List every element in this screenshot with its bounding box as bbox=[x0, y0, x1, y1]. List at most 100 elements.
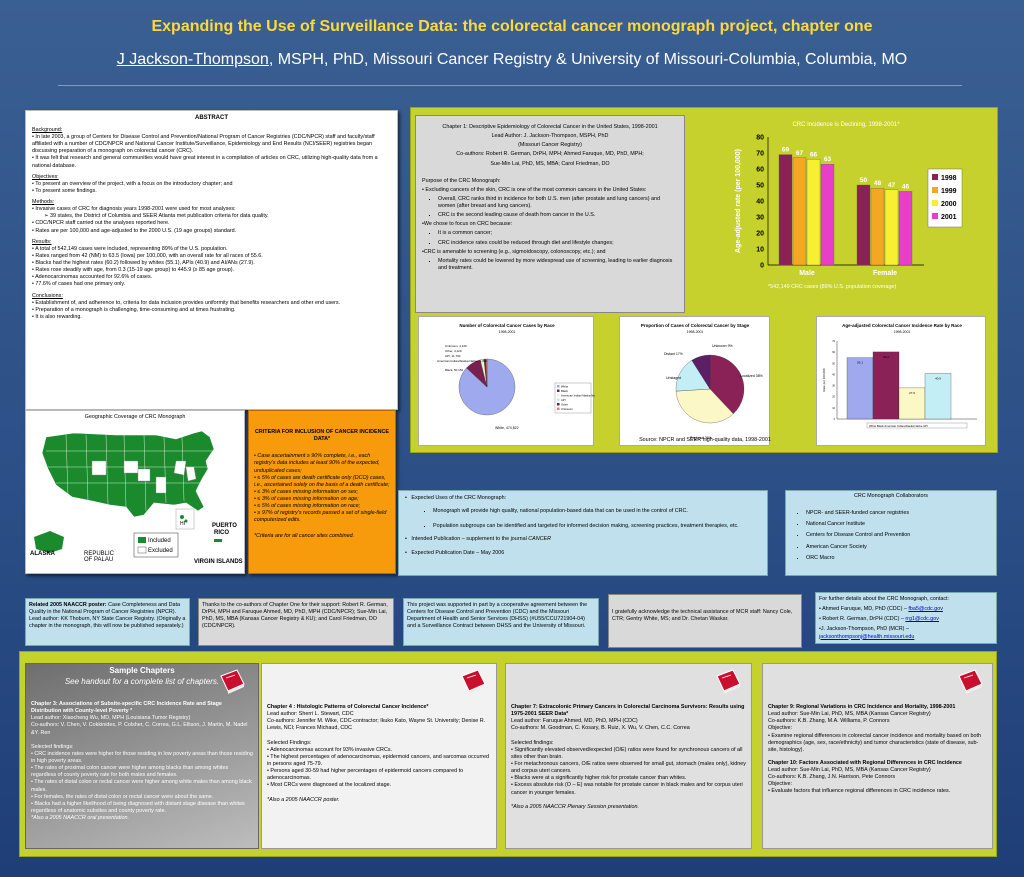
collaborator-item: American Cancer Society bbox=[806, 544, 990, 551]
chapter-line: • The highest percentages of adenocarcin… bbox=[267, 753, 490, 767]
chapter-line: • Examine regional differences in colore… bbox=[768, 732, 982, 753]
bar bbox=[924, 373, 952, 420]
chapter-line: • Significantly elevated observed/expect… bbox=[511, 746, 743, 760]
data-label: 63 bbox=[824, 156, 832, 163]
bar bbox=[792, 157, 807, 266]
puerto-rico-label: PUERTO RICO bbox=[212, 523, 237, 536]
chapter-line: Lead author: Sherri L. Stewart, CDC bbox=[267, 711, 354, 718]
chapter-line: Co-authors: K.B. Zhang, M.A. Williams, P… bbox=[768, 718, 890, 725]
chapter-line: Lead author: Sue-Min Lai, PhD, MS, MBA (… bbox=[768, 711, 931, 718]
slice-label: Regional 36% bbox=[690, 436, 712, 440]
chapter1-box: Chapter 1: Descriptive Epidemiology of C… bbox=[415, 115, 685, 313]
alaska-shape bbox=[34, 531, 64, 554]
abstract-text: • Preparation of a monograph is challeng… bbox=[32, 306, 236, 313]
chapter7-box: Chapter 7: Extracolonic Primary Cancers … bbox=[505, 663, 752, 849]
slice-label: American Indian/Alaska Native, 1,346 bbox=[437, 359, 487, 363]
map-box: Geographic Coverage of CRC Monograph ALA… bbox=[25, 410, 245, 574]
collaborator-item: NPCR- and SEER-funded cancer registries bbox=[806, 510, 990, 517]
chapter-line: • Blacks had a higher likelihood of bein… bbox=[31, 800, 245, 814]
bar bbox=[898, 191, 913, 266]
abstract-text: • CDC/NPCR staff carried out the analyse… bbox=[32, 220, 170, 227]
race-rate-svg: Age-adjusted Colorectal Cancer Incidence… bbox=[822, 323, 977, 429]
chapter10-body: Lead author: Sue-Min Lai, PhD, MS, MBA (… bbox=[768, 767, 987, 796]
abstract-text: • A total of 542,149 cases were included… bbox=[32, 245, 228, 252]
legend-label: 2000 bbox=[941, 201, 957, 208]
excluded-state bbox=[155, 476, 167, 494]
author-affiliation: , MSPH, PhD, Missouri Cancer Registry & … bbox=[268, 51, 908, 68]
chapter-line: Selected findings: bbox=[511, 739, 554, 746]
y-tick-label: 0 bbox=[760, 263, 764, 270]
chapter1-line: Lead Author: J. Jackson-Thompson, MSPH, … bbox=[491, 133, 609, 140]
legend-label: 1998 bbox=[941, 175, 957, 182]
y-tick-label: 50 bbox=[832, 362, 835, 365]
uses-journal: CANCER bbox=[528, 536, 552, 543]
legend-label: Unknown bbox=[561, 407, 573, 411]
uses-publication: • Intended Publication – supplement to t… bbox=[405, 536, 552, 543]
chapter-line: Objective: bbox=[768, 781, 792, 788]
uses-publication-text: Intended Publication – supplement to the… bbox=[411, 536, 529, 543]
chapter9-box: Chapter 9: Regional Variations in CRC In… bbox=[762, 663, 993, 849]
uses-heading-text: Expected Uses of the CRC Monograph: bbox=[411, 495, 507, 501]
legend-swatch bbox=[557, 403, 560, 406]
legend-included-label: Included bbox=[148, 538, 171, 544]
author-link[interactable]: J Jackson-Thompson bbox=[116, 51, 269, 68]
chapter3-note: *Also a 2005 NAACCR oral presentation. bbox=[31, 815, 129, 822]
data-label: 40.9 bbox=[935, 376, 941, 380]
map-title: Geographic Coverage of CRC Monograph bbox=[84, 414, 186, 420]
chapter-line: Co-authors: K.B. Zhang, J.N. Harrison, P… bbox=[768, 774, 896, 781]
chapter-line: Co-authors: M. Goodman, C. Kosary, B. Ru… bbox=[511, 725, 690, 732]
chart-subtitle: 1998-2001 bbox=[499, 330, 516, 334]
contact-email-link[interactable]: fba5@cdc.gov bbox=[908, 606, 943, 613]
alaska-label: ALASKA bbox=[30, 551, 56, 557]
bar bbox=[778, 154, 793, 266]
chapter4-box: Chapter 4 : Histologic Patterns of Color… bbox=[261, 663, 497, 849]
data-label: 27.9 bbox=[909, 391, 915, 395]
bar bbox=[884, 189, 899, 266]
criteria-item: • ≤ 5% of cases missing information on r… bbox=[254, 503, 361, 510]
uses-heading: • Expected Uses of the CRC Monograph: bbox=[405, 495, 507, 501]
chapter-line bbox=[31, 737, 253, 744]
pie-slice bbox=[485, 358, 488, 388]
chapter-line: • CRC incidence rates were higher for th… bbox=[31, 750, 253, 765]
abstract-conclusions-heading: Conclusions: bbox=[32, 292, 63, 299]
chart-subtitle: 1998-2001 bbox=[894, 330, 911, 334]
collaborators-heading: CRC Monograph Collaborators bbox=[853, 493, 928, 499]
chapter7-body: Lead author: Faruque Ahmed, MD, PhD, MPH… bbox=[511, 718, 746, 804]
abstract-text: • Rates are per 100,000 and age-adjusted… bbox=[32, 227, 237, 234]
abstract-box: ABSTRACT Background: • In late 2003, a g… bbox=[25, 110, 398, 410]
related-poster-box: Related 2005 NAACCR poster: Case Complet… bbox=[25, 598, 190, 646]
y-tick-label: 20 bbox=[756, 231, 764, 238]
chapter9-title: Chapter 9: Regional Variations in CRC In… bbox=[768, 704, 956, 710]
abstract-text: ➢ 39 states, the District of Columbia an… bbox=[44, 213, 269, 220]
slice-label: Black, 50,152 bbox=[445, 368, 464, 372]
slice-label: Distant 17% bbox=[664, 352, 683, 356]
race-pie-svg: Number of Colorectal Cancer Cases by Rac… bbox=[437, 323, 600, 430]
purpose-heading: Purpose of the CRC Monograph: bbox=[422, 177, 501, 184]
contact-box: For further details about the CRC Monogr… bbox=[815, 592, 997, 644]
abstract-text: • It is also rewarding. bbox=[32, 313, 82, 320]
criteria-item: • ≤ 5% of cases are death certificate on… bbox=[254, 474, 390, 488]
data-label: 67 bbox=[796, 150, 804, 157]
chapter-line: Co-authors: V. Chen, V. Cokkinides, P. C… bbox=[31, 722, 248, 736]
chart-title: Number of Colorectal Cancer Cases by Rac… bbox=[459, 323, 555, 328]
contact-email-link[interactable]: rrg1@cdc.gov bbox=[905, 616, 939, 623]
legend-swatch bbox=[557, 407, 560, 410]
sample-chapters-subheading: See handout for a complete list of chapt… bbox=[64, 676, 220, 686]
slice-label: Localized 38% bbox=[740, 374, 763, 378]
chapter1-line: Sue-Min Lai, PhD, MS, MBA; Carol Friedma… bbox=[490, 160, 610, 167]
legend-excluded-swatch bbox=[137, 546, 147, 554]
abstract-text: • Establishment of, and adherence to, cr… bbox=[32, 299, 341, 306]
pie-slice bbox=[691, 354, 711, 390]
contact-email-link[interactable]: jacksonthompsonj@health.missouri.edu bbox=[819, 633, 915, 640]
focus-list-2: Mortality rates could be lowered by more… bbox=[422, 258, 678, 272]
chapter3-title: Chapter 3: Associations of Subsite-speci… bbox=[31, 701, 222, 715]
legend-excluded-label: Excluded bbox=[148, 548, 173, 554]
slice-label: Unknown, 4,129 bbox=[445, 344, 467, 348]
y-tick-label: 60 bbox=[832, 351, 835, 354]
chapter-line: Lead author: Faruque Ahmed, MD, PhD, MPH… bbox=[511, 718, 638, 725]
legend-label: American Indian/Alaska Native bbox=[561, 394, 595, 398]
y-tick-label: 20 bbox=[832, 396, 835, 399]
legend-label: API bbox=[561, 398, 566, 402]
uses-list: Monograph will provide high quality, nat… bbox=[405, 508, 761, 530]
chart-title: CRC Incidence is Declining, 1998-2001* bbox=[792, 122, 900, 128]
